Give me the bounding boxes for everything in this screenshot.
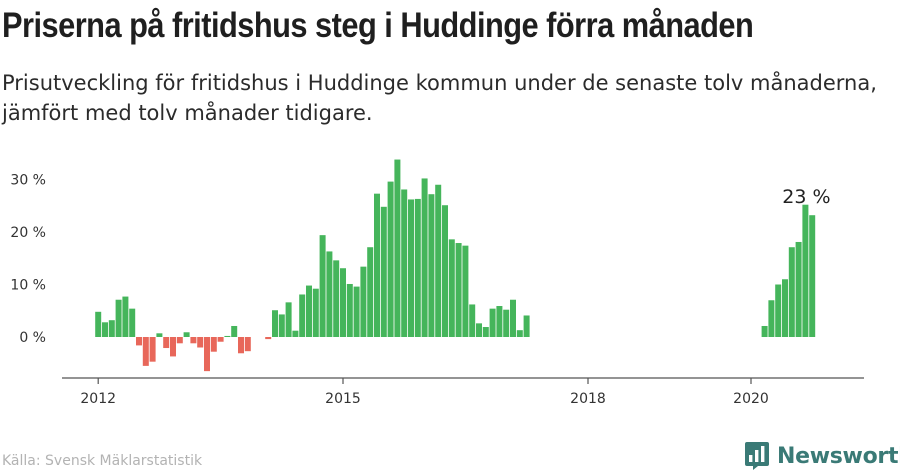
bar (394, 159, 401, 337)
bar (489, 308, 496, 337)
bar (775, 284, 782, 337)
bar (238, 337, 244, 354)
bar (176, 337, 183, 344)
bar (115, 299, 122, 337)
bar (183, 332, 190, 337)
source-note: Källa: Svensk Mäklarstatistik (2, 453, 203, 469)
brand-logo[interactable]: Newsworthy (744, 438, 900, 474)
bar (224, 335, 231, 337)
bar (156, 333, 163, 337)
bar (496, 306, 503, 337)
bar (421, 178, 428, 337)
bar (401, 189, 408, 337)
bar (353, 286, 360, 337)
bar (231, 325, 238, 338)
bar (285, 302, 292, 337)
bar (108, 320, 115, 337)
bar (442, 205, 448, 337)
chart-subtitle: Prisutveckling för fritidshus i Huddinge… (2, 71, 877, 125)
bar (272, 310, 278, 337)
bar (190, 337, 197, 344)
bar (387, 181, 394, 337)
y-tick-label: 0 % (19, 330, 46, 346)
bar (244, 337, 251, 352)
bar (319, 235, 326, 337)
bar (374, 193, 380, 337)
bar (802, 204, 809, 337)
bar (408, 199, 414, 337)
bar (217, 337, 224, 342)
bar (210, 337, 217, 352)
bar (788, 247, 795, 337)
bar (809, 215, 816, 337)
bar (265, 337, 272, 340)
bar (768, 300, 775, 337)
bar (414, 198, 421, 337)
bar (462, 245, 469, 337)
bar (469, 304, 476, 337)
bar (516, 330, 523, 338)
bar (761, 325, 768, 338)
bar (503, 309, 510, 337)
bar (278, 314, 285, 337)
bar (197, 337, 204, 348)
bar (482, 327, 489, 337)
bar (163, 337, 170, 349)
bar (367, 247, 374, 337)
bar (510, 299, 516, 337)
chart-title: Priserna på fritidshus steg i Huddinge f… (2, 6, 754, 45)
bar (455, 243, 462, 337)
bar (204, 337, 210, 372)
bar (448, 239, 455, 337)
y-tick-label: 10 % (10, 278, 46, 294)
bar (122, 296, 129, 337)
x-tick-label: 2015 (325, 391, 361, 407)
bar (476, 323, 482, 337)
bar (129, 308, 136, 337)
newsworthy-logo-icon (745, 442, 769, 470)
bar (136, 337, 142, 346)
bar (333, 260, 340, 337)
bar (102, 322, 108, 337)
bar (435, 184, 442, 337)
bar (428, 194, 435, 337)
bar (170, 337, 176, 357)
bar (782, 279, 788, 337)
bar (795, 241, 802, 337)
bar (380, 206, 387, 337)
bar (312, 288, 319, 337)
bar (346, 283, 353, 337)
x-tick-label: 2020 (733, 391, 769, 407)
latest-value-label: 23 % (782, 186, 830, 208)
bar (142, 337, 149, 366)
y-tick-label: 30 % (10, 173, 46, 189)
bar (340, 268, 346, 337)
bar (523, 315, 530, 337)
bar (326, 251, 333, 338)
bar (306, 285, 312, 337)
x-tick-label: 2018 (570, 391, 606, 407)
bar (292, 330, 299, 337)
bar (95, 311, 102, 337)
bar (299, 294, 306, 337)
brand-name: Newsworthy (777, 443, 900, 469)
x-tick-label: 2012 (80, 391, 116, 407)
bar (360, 266, 367, 337)
bar (149, 337, 156, 362)
y-tick-label: 20 % (10, 225, 46, 241)
